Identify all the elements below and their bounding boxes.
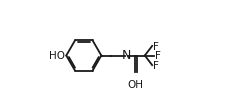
Text: N: N	[121, 48, 130, 61]
Text: HO: HO	[49, 51, 65, 61]
Text: OH: OH	[127, 79, 143, 89]
Text: F: F	[152, 61, 158, 70]
Text: F: F	[154, 51, 160, 61]
Text: F: F	[152, 42, 158, 51]
